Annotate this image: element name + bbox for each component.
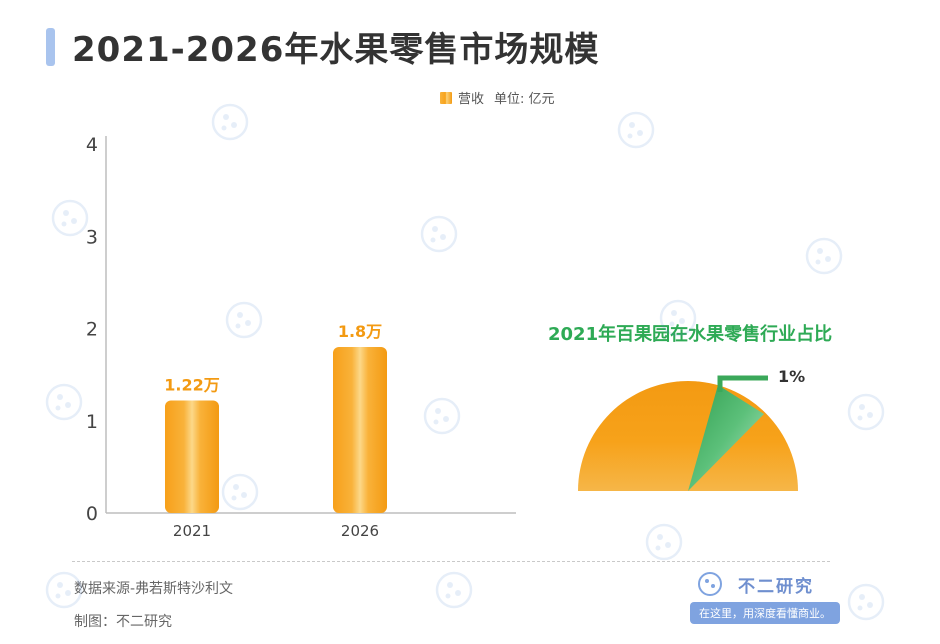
bar-value-label: 1.22万 bbox=[164, 375, 219, 394]
brand-slogan: 在这里，用深度看懂商业。 bbox=[690, 602, 840, 624]
pie-title: 2021年百果园在水果零售行业占比 bbox=[548, 324, 833, 345]
bar-series: 1.22万 2021 1.8万 2026 bbox=[164, 322, 387, 540]
pie-main-slice bbox=[578, 381, 798, 491]
chart-maker: 制图：不二研究 bbox=[74, 614, 172, 630]
chart-axes: 0 1 2 3 4 bbox=[86, 134, 516, 525]
bar bbox=[165, 400, 219, 513]
legend: 营收 单位: 亿元 bbox=[440, 88, 555, 107]
legend-series-label: 营收 bbox=[458, 92, 485, 107]
pie-highlight-slice bbox=[688, 385, 764, 491]
pie-slice-label: 1% bbox=[778, 367, 806, 386]
brand-logo-icon bbox=[698, 572, 722, 596]
brand-name: 不二研究 bbox=[738, 577, 814, 597]
footer-divider bbox=[72, 561, 830, 562]
x-tick-label: 2026 bbox=[341, 522, 379, 540]
pie-leader-line bbox=[717, 375, 768, 392]
chart-title: 2021-2026年水果零售市场规模 bbox=[72, 30, 600, 70]
legend-unit-label: 单位: 亿元 bbox=[494, 92, 555, 107]
x-tick-label: 2021 bbox=[173, 522, 211, 540]
data-source: 数据来源-弗若斯特沙利文 bbox=[74, 581, 234, 597]
bar-value-label: 1.8万 bbox=[338, 322, 382, 341]
legend-swatch bbox=[440, 91, 452, 104]
y-tick-label: 1 bbox=[86, 411, 98, 433]
y-tick-label: 4 bbox=[86, 134, 98, 156]
y-tick-label: 0 bbox=[86, 503, 98, 525]
bar bbox=[333, 346, 387, 513]
y-tick-label: 2 bbox=[86, 319, 98, 341]
title-accent-bar bbox=[46, 28, 55, 66]
y-tick-label: 3 bbox=[86, 226, 98, 248]
pie-chart bbox=[578, 375, 798, 491]
